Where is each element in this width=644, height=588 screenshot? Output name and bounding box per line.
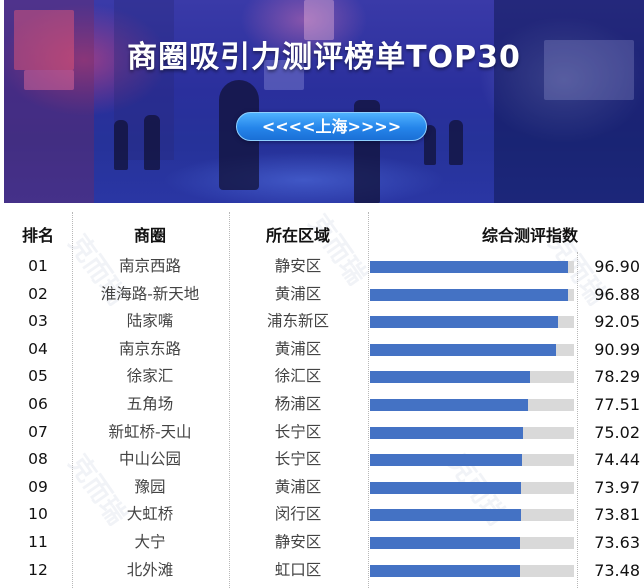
rank-cell: 11 xyxy=(28,533,48,551)
city-selector-badge: <<<<上海>>>> xyxy=(236,112,427,141)
score-bar-track xyxy=(370,261,574,273)
header-rank: 排名 xyxy=(21,226,54,245)
score-bar-track xyxy=(370,481,574,494)
page-title: 商圈吸引力测评榜单TOP30 xyxy=(127,40,521,75)
region-cell: 长宁区 xyxy=(274,450,322,469)
score-bar xyxy=(370,537,521,549)
rank-cell: 07 xyxy=(28,422,48,441)
rank-cell: 12 xyxy=(28,560,48,579)
district-name-cell: 豫园 xyxy=(134,477,166,496)
score-bar xyxy=(370,426,524,439)
score-bar xyxy=(370,509,521,522)
rank-cell: 08 xyxy=(28,450,48,469)
rank-cell: 03 xyxy=(28,312,48,331)
district-name-cell: 五角场 xyxy=(126,395,174,413)
score-bar-track xyxy=(370,426,574,439)
score-bar-track xyxy=(370,454,574,467)
score-bar xyxy=(370,564,520,577)
table-row: 02 淮海路-新天地 黄浦区 96.88 xyxy=(0,281,644,309)
score-bar xyxy=(370,261,568,273)
district-name-cell: 大宁 xyxy=(134,533,166,551)
rank-cell: 05 xyxy=(28,367,48,386)
score-bar xyxy=(370,399,529,411)
table-row: 01 南京西路 静安区 96.90 xyxy=(0,253,644,281)
score-bar-track xyxy=(370,509,574,522)
score-bar xyxy=(370,481,521,494)
district-name-cell: 徐家汇 xyxy=(126,367,174,386)
region-cell: 静安区 xyxy=(274,257,322,275)
table-row: 10 大虹桥 闵行区 73.81 xyxy=(0,501,644,529)
score-bar xyxy=(370,316,558,329)
table-row: 04 南京东路 黄浦区 90.99 xyxy=(0,336,644,364)
rank-cell: 09 xyxy=(28,477,48,496)
district-name-cell: 淮海路-新天地 xyxy=(100,284,200,303)
score-bar-track xyxy=(370,316,574,329)
district-name-cell: 南京西路 xyxy=(118,257,181,275)
score-bar xyxy=(370,343,556,356)
column-divider xyxy=(72,212,73,588)
region-cell: 黄浦区 xyxy=(274,339,322,358)
header-district: 商圈 xyxy=(133,226,166,245)
column-divider xyxy=(368,212,369,588)
region-cell: 闵行区 xyxy=(274,505,322,524)
score-value: 73.97 xyxy=(594,477,640,497)
score-value: 96.88 xyxy=(594,284,640,304)
score-value: 73.48 xyxy=(594,560,640,580)
table-row: 03 陆家嘴 浦东新区 92.05 xyxy=(0,308,644,336)
score-value: 75.02 xyxy=(594,422,640,442)
header-banner: 商圈吸引力测评榜单TOP30 <<<<上海>>>> xyxy=(4,0,644,203)
table-row: 06 五角场 杨浦区 77.51 xyxy=(0,391,644,419)
table-row: 05 徐家汇 徐汇区 78.29 xyxy=(0,363,644,391)
column-divider xyxy=(229,212,230,588)
table-row: 08 中山公园 长宁区 74.44 xyxy=(0,446,644,474)
score-value: 96.90 xyxy=(594,257,640,276)
rank-cell: 01 xyxy=(28,257,48,275)
table-row: 11 大宁 静安区 73.63 xyxy=(0,529,644,557)
score-value: 77.51 xyxy=(594,395,640,414)
score-bar-track xyxy=(370,399,574,411)
score-bar-track xyxy=(370,371,574,384)
header-score: 综合测评指数 xyxy=(481,226,578,245)
district-name-cell: 新虹桥-天山 xyxy=(108,422,192,441)
region-cell: 浦东新区 xyxy=(266,312,329,331)
region-cell: 杨浦区 xyxy=(274,395,322,413)
region-cell: 静安区 xyxy=(274,533,322,551)
region-cell: 长宁区 xyxy=(274,422,322,441)
score-axis-divider xyxy=(577,252,578,588)
table-row: 09 豫园 黄浦区 73.97 xyxy=(0,474,644,502)
score-bar-track xyxy=(370,537,574,549)
region-cell: 黄浦区 xyxy=(274,284,322,303)
district-name-cell: 陆家嘴 xyxy=(126,312,174,331)
score-bar-track xyxy=(370,288,574,301)
district-name-cell: 南京东路 xyxy=(118,339,181,358)
score-bar xyxy=(370,288,568,301)
score-value: 73.81 xyxy=(594,505,640,525)
score-value: 74.44 xyxy=(594,450,640,470)
region-cell: 虹口区 xyxy=(274,560,322,579)
score-bar xyxy=(370,371,530,384)
score-bar-track xyxy=(370,564,574,577)
rank-cell: 04 xyxy=(28,339,48,358)
rank-cell: 02 xyxy=(28,284,48,303)
score-value: 73.63 xyxy=(594,533,640,552)
table-row: 07 新虹桥-天山 长宁区 75.02 xyxy=(0,419,644,447)
region-cell: 黄浦区 xyxy=(274,477,322,496)
region-cell: 徐汇区 xyxy=(274,367,322,386)
district-name-cell: 中山公园 xyxy=(118,450,181,469)
rank-cell: 06 xyxy=(28,395,48,413)
score-value: 78.29 xyxy=(594,367,640,387)
district-name-cell: 大虹桥 xyxy=(126,505,174,524)
table-row: 12 北外滩 虹口区 73.48 xyxy=(0,557,644,585)
district-name-cell: 北外滩 xyxy=(126,560,174,579)
score-value: 92.05 xyxy=(594,312,640,332)
header-region: 所在区域 xyxy=(265,226,330,245)
score-bar xyxy=(370,454,522,467)
score-bar-track xyxy=(370,343,574,356)
rank-cell: 10 xyxy=(28,505,48,524)
score-value: 90.99 xyxy=(594,339,640,359)
